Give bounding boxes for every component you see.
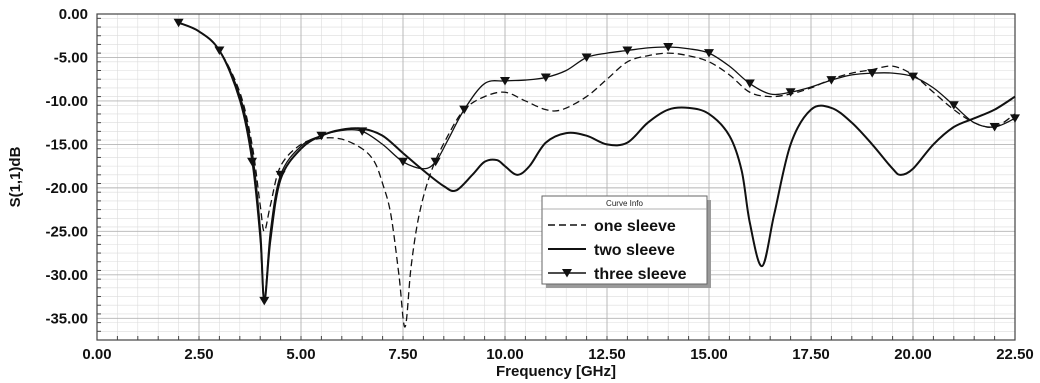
data-point-marker	[908, 72, 918, 82]
series-line-one-sleeve	[178, 22, 1016, 328]
legend-marker-three-sleeve	[562, 269, 572, 278]
y-tick-label: -35.00	[45, 310, 88, 327]
data-point-marker	[744, 79, 755, 89]
data-point-marker	[275, 170, 286, 180]
data-point-marker	[500, 76, 510, 86]
legend-title: Curve Info	[606, 199, 643, 208]
data-point-marker	[259, 296, 270, 306]
data-point-marker	[459, 105, 470, 115]
y-tick-label: -25.00	[45, 223, 88, 240]
data-point-marker	[622, 46, 633, 56]
legend-entries: one sleeve two sleeve three sleeve	[548, 218, 687, 283]
series-layer	[173, 18, 1020, 328]
x-tick-label: 12.50	[588, 346, 626, 363]
data-point-marker	[214, 46, 225, 56]
data-point-marker	[316, 131, 327, 141]
data-point-marker	[357, 127, 368, 136]
data-point-marker	[989, 123, 1000, 132]
x-tick-label: 20.00	[894, 346, 932, 363]
legend: Curve Info one sleeve two sleeve three sle…	[541, 195, 711, 288]
y-tick-label: -5.00	[54, 49, 88, 66]
x-tick-label: 2.50	[184, 346, 213, 363]
y-tick-label: -10.00	[45, 93, 88, 110]
x-tick-label: 5.00	[286, 346, 315, 363]
series-markers-three-sleeve	[173, 18, 1020, 306]
series-line-three-sleeve	[178, 22, 1016, 302]
data-point-marker	[540, 73, 551, 82]
y-tick-label: 0.00	[59, 6, 88, 23]
legend-label-three-sleeve: three sleeve	[594, 266, 687, 283]
data-point-marker	[704, 49, 714, 58]
y-axis-title: S(1,1)dB	[7, 146, 24, 207]
data-point-marker	[247, 157, 258, 167]
data-point-marker	[785, 88, 796, 97]
data-point-marker	[867, 69, 878, 78]
y-tick-label: -30.00	[45, 267, 88, 284]
axis-ticks	[96, 17, 1016, 341]
legend-label-one-sleeve: one sleeve	[594, 218, 676, 235]
data-point-marker	[663, 43, 674, 52]
minor-gridlines	[96, 14, 1016, 341]
data-point-marker	[173, 18, 184, 28]
x-tick-label: 10.00	[486, 346, 524, 363]
data-point-marker	[948, 101, 959, 110]
legend-label-two-sleeve: two sleeve	[594, 242, 675, 259]
data-point-marker	[398, 157, 408, 167]
data-point-marker	[581, 53, 592, 62]
y-tick-label: -15.00	[45, 136, 88, 153]
x-tick-label: 0.00	[82, 346, 111, 363]
x-tick-label: 22.50	[996, 346, 1034, 363]
x-tick-labels: 0.00 2.50 5.00 7.50 10.00 12.50 15.00 17.50 20.0…	[82, 346, 1033, 363]
x-tick-label: 7.50	[388, 346, 417, 363]
x-axis-title: Frequency [GHz]	[496, 363, 616, 380]
y-tick-labels: 0.00 -5.00 -10.00 -15.00 -20.00 -25.00 -30.00 -…	[45, 6, 88, 327]
data-point-marker	[430, 157, 441, 167]
x-tick-label: 17.50	[792, 346, 830, 363]
y-tick-label: -20.00	[45, 180, 88, 197]
data-point-marker	[826, 76, 837, 85]
major-gridlines	[96, 13, 1016, 340]
data-point-marker	[1010, 114, 1020, 123]
plot-area-frame	[96, 13, 1016, 341]
x-tick-label: 15.00	[690, 346, 728, 363]
